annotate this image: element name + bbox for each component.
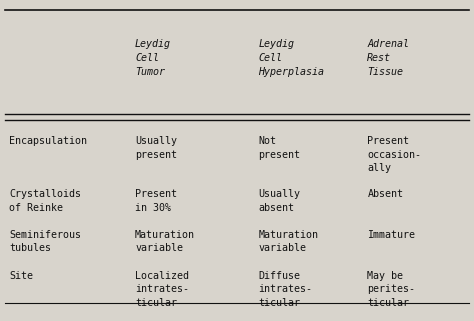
Text: Usually
present: Usually present xyxy=(135,136,177,160)
Text: Not
present: Not present xyxy=(258,136,301,160)
Text: Encapsulation: Encapsulation xyxy=(9,136,88,146)
Text: Adrenal
Rest
Tissue: Adrenal Rest Tissue xyxy=(367,39,410,76)
Text: Localized
intrates-
ticular: Localized intrates- ticular xyxy=(135,271,189,308)
Text: Present
occasion-
ally: Present occasion- ally xyxy=(367,136,421,173)
Text: Immature: Immature xyxy=(367,230,415,239)
Text: Diffuse
intrates-
ticular: Diffuse intrates- ticular xyxy=(258,271,312,308)
Text: Crystalloids
of Reinke: Crystalloids of Reinke xyxy=(9,189,82,213)
Text: May be
perites-
ticular: May be perites- ticular xyxy=(367,271,415,308)
Text: Leydig
Cell
Tumor: Leydig Cell Tumor xyxy=(135,39,171,76)
Text: Present
in 30%: Present in 30% xyxy=(135,189,177,213)
Text: Leydig
Cell
Hyperplasia: Leydig Cell Hyperplasia xyxy=(258,39,324,76)
Text: Seminiferous
tubules: Seminiferous tubules xyxy=(9,230,82,253)
Text: Maturation
variable: Maturation variable xyxy=(135,230,195,253)
Text: Usually
absent: Usually absent xyxy=(258,189,301,213)
Text: Absent: Absent xyxy=(367,189,403,199)
Text: Maturation
variable: Maturation variable xyxy=(258,230,319,253)
Text: Site: Site xyxy=(9,271,34,281)
